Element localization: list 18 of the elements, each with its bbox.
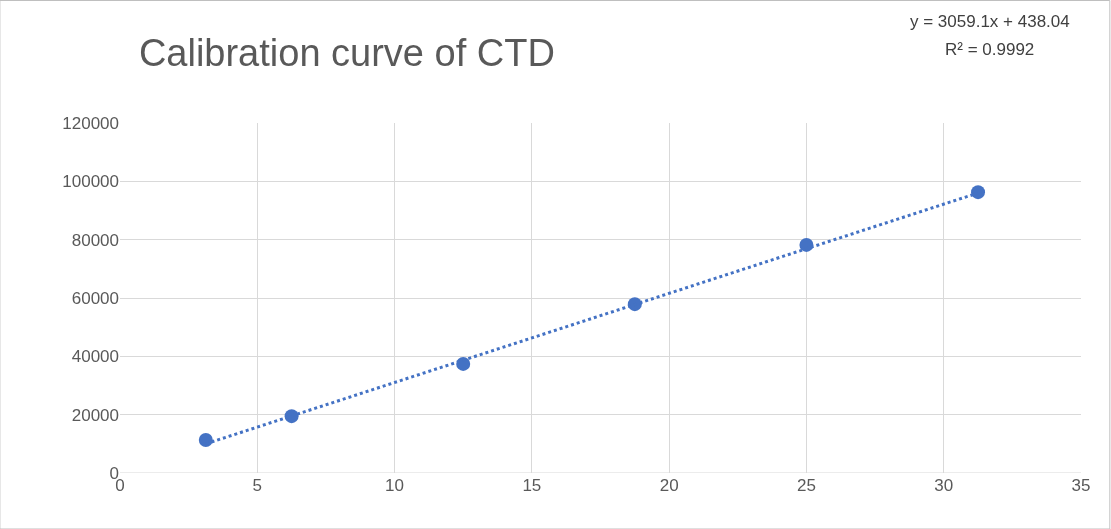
y-tick-label: 100000 xyxy=(62,172,119,192)
y-tick-label: 120000 xyxy=(62,113,119,133)
x-tick-label: 30 xyxy=(934,476,954,495)
x-tick-label: 25 xyxy=(796,476,816,495)
text: R² = 0.9992 xyxy=(945,40,1035,59)
y-tick-label: 80000 xyxy=(71,230,119,250)
x-tick-label: 15 xyxy=(522,476,542,495)
x-tick-label: 10 xyxy=(385,476,405,495)
point xyxy=(198,433,213,448)
point xyxy=(971,185,986,200)
x-tick-label: 35 xyxy=(1071,476,1091,495)
y-tick-label: 60000 xyxy=(71,288,119,308)
chart-title: Calibration curve of CTD xyxy=(138,32,555,75)
text: y = 3059.1x + 438.04 xyxy=(910,12,1070,31)
x-tick-label: 20 xyxy=(659,476,679,495)
x-tick-label: 5 xyxy=(252,476,263,495)
y-tick-label: 40000 xyxy=(71,347,119,367)
y-tick-label: 20000 xyxy=(71,405,119,425)
